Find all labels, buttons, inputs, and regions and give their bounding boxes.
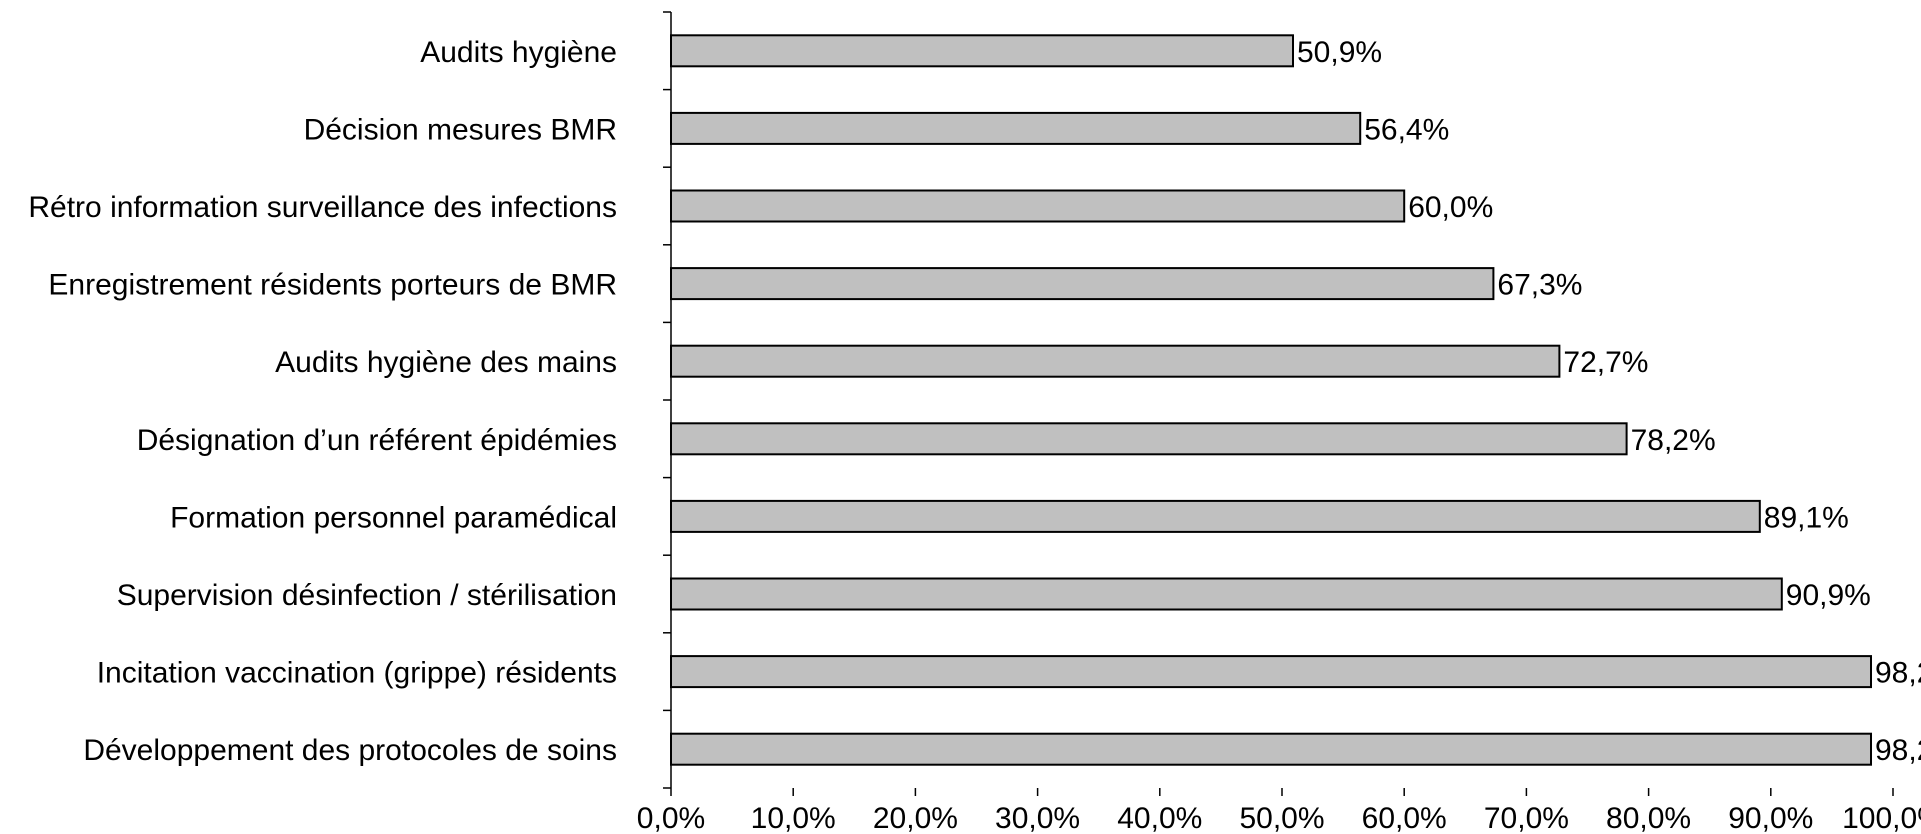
data-label-4: 72,7% xyxy=(1563,346,1648,379)
axes: 0,0% 10,0% 20,0% 30,0% 40,0% 50,0% 60,0% 70,0% 8… xyxy=(637,11,1921,834)
x-tick-label-0: 0,0% xyxy=(637,802,705,834)
bar-7 xyxy=(670,577,1783,611)
bar-4 xyxy=(670,344,1561,378)
data-labels: 50,9% 56,4% 60,0% 67,3% 72,7% 78,2% 89,1% 90,9%… xyxy=(1297,36,1921,767)
x-tick-label-5: 50,0% xyxy=(1239,802,1324,834)
data-label-0: 50,9% xyxy=(1297,36,1382,69)
bar-9 xyxy=(670,732,1873,766)
x-tick-label-9: 90,0% xyxy=(1728,802,1813,834)
x-tick-label-1: 10,0% xyxy=(751,802,836,834)
data-label-6: 89,1% xyxy=(1764,501,1849,534)
bar-2 xyxy=(670,189,1406,223)
category-label-8: Incitation vaccination (grippe) résident… xyxy=(97,657,617,690)
bar-3 xyxy=(670,267,1495,301)
data-label-5: 78,2% xyxy=(1631,424,1716,457)
category-label-7: Supervision désinfection / stérilisation xyxy=(117,579,617,612)
category-label-9: Développement des protocoles de soins xyxy=(83,734,617,767)
bar-8 xyxy=(670,655,1873,689)
bar-1 xyxy=(670,111,1362,145)
x-tick-label-2: 20,0% xyxy=(873,802,958,834)
bar-6 xyxy=(670,499,1761,533)
data-label-1: 56,4% xyxy=(1364,113,1449,146)
data-label-9: 98,2% xyxy=(1875,734,1921,767)
category-label-6: Formation personnel paramédical xyxy=(170,501,617,534)
data-label-7: 90,9% xyxy=(1786,579,1871,612)
category-label-4: Audits hygiène des mains xyxy=(275,346,617,379)
category-label-1: Décision mesures BMR xyxy=(304,113,617,146)
category-labels: Audits hygiène Décision mesures BMR Rétro … xyxy=(28,36,617,767)
category-label-2: Rétro information surveillance des infec… xyxy=(28,191,617,224)
x-tick-label-10: 100,0% xyxy=(1842,802,1921,834)
category-label-0: Audits hygiène xyxy=(420,36,617,69)
category-label-5: Désignation d’un référent épidémies xyxy=(137,424,617,457)
bars-layer xyxy=(670,34,1873,766)
data-label-3: 67,3% xyxy=(1497,269,1582,302)
category-label-3: Enregistrement résidents porteurs de BMR xyxy=(48,269,617,302)
bar-5 xyxy=(670,422,1628,456)
x-tick-label-4: 40,0% xyxy=(1117,802,1202,834)
bar-0 xyxy=(670,34,1294,68)
x-tick-label-3: 30,0% xyxy=(995,802,1080,834)
data-label-2: 60,0% xyxy=(1408,191,1493,224)
x-tick-label-6: 60,0% xyxy=(1362,802,1447,834)
x-tick-label-7: 70,0% xyxy=(1484,802,1569,834)
x-tick-label-8: 80,0% xyxy=(1606,802,1691,834)
data-label-8: 98,2% xyxy=(1875,657,1921,690)
